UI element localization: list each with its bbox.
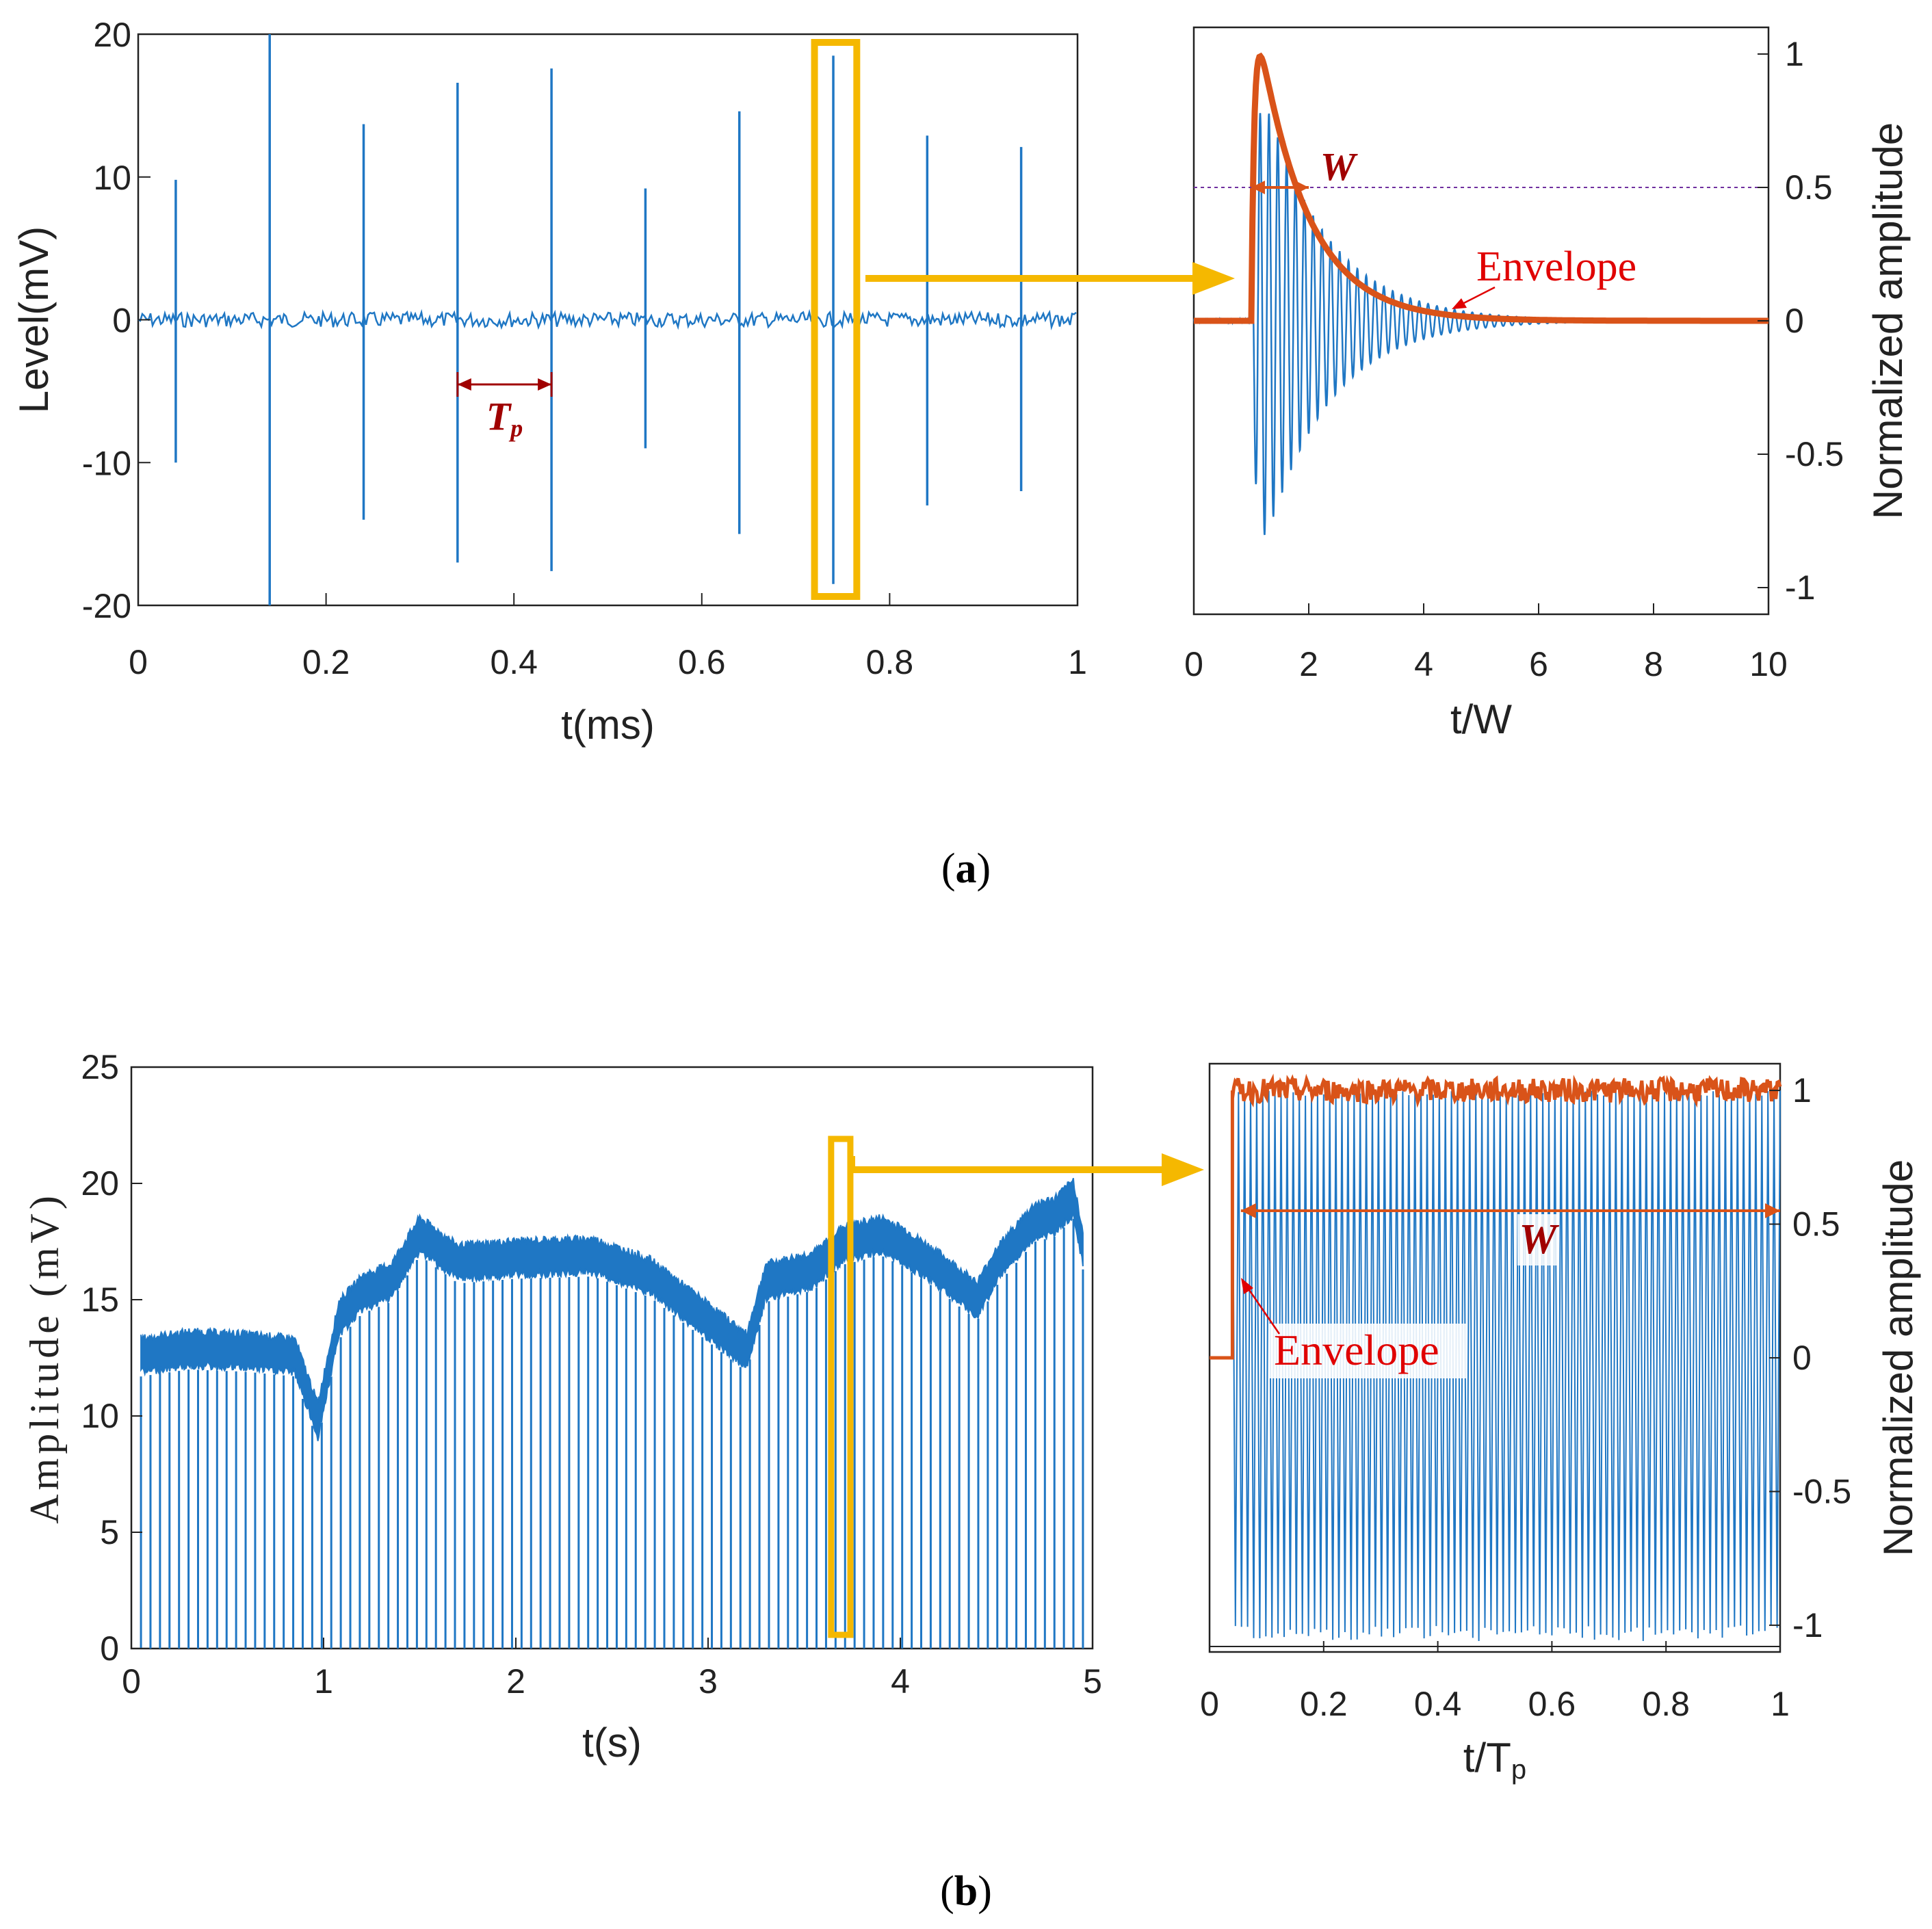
ytick-label: 0 (1792, 1339, 1812, 1377)
tp-subscript: p (508, 415, 523, 442)
ytick-label: 1 (1785, 35, 1804, 73)
b-left-xtick-label: 4 (891, 1662, 910, 1701)
a-left-xtick-label: 0 (129, 643, 148, 681)
chart-b-right: W Envelope -1 -0.5 0 0.5 1 0 0.2 0.4 0.6 0.8 1 t/Tp No… (1200, 1062, 1921, 1785)
b-left-xtick-label: 0 (122, 1662, 141, 1701)
tp-arrow-head-right (538, 378, 552, 391)
amplitude-envelope-band (140, 1178, 1084, 1441)
w-arrow-head-right (1765, 1203, 1780, 1218)
b-right-xtick-label: 0.4 (1414, 1685, 1462, 1723)
b-right-xtick-label: 0.8 (1642, 1685, 1690, 1723)
ytick-label: -1 (1792, 1606, 1823, 1644)
x-axis-label: t/Tp (1463, 1735, 1526, 1785)
ytick-label: 0 (100, 1629, 119, 1668)
envelope-curve (1210, 1073, 1782, 1360)
b-left-xtick-label: 2 (506, 1662, 525, 1701)
baseline-noise (138, 309, 1077, 330)
x-axis-label-subscript: p (1511, 1755, 1526, 1785)
y-axis-label: Normalized amplitude (1865, 122, 1911, 519)
x-axis-label: t(s) (582, 1720, 642, 1766)
w-label-background (1517, 1214, 1558, 1265)
panel-label-a-caption: (a) (941, 845, 991, 892)
ytick-label: 10 (93, 159, 131, 197)
b-right-xtick-label: 0 (1200, 1685, 1219, 1723)
ytick-label: -1 (1785, 568, 1815, 607)
a-right-xtick-label: 8 (1644, 645, 1663, 683)
ytick-label: 0 (1785, 302, 1804, 340)
a-left-xtick-label: 0.2 (302, 643, 350, 681)
b-left-xtick-label: 1 (314, 1662, 333, 1701)
y-axis-label: Normalized amplitude (1875, 1159, 1921, 1556)
ytick-label: -10 (82, 444, 131, 482)
envelope-label: Envelope (1476, 244, 1636, 290)
y-axis-label: Amplitude (mV) (22, 1192, 67, 1524)
zoom-arrow-a (865, 262, 1235, 295)
a-left-xtick-label: 0.8 (866, 643, 914, 681)
w-annotation-label: W (1519, 1216, 1559, 1263)
a-right-xtick-label: 2 (1299, 645, 1318, 683)
b-left-xtick-label: 5 (1083, 1662, 1102, 1701)
b-left-xtick-label: 3 (699, 1662, 718, 1701)
ytick-label: 20 (81, 1164, 119, 1203)
chart-a-left: -20 -10 0 10 20 0 0.2 0.4 0.6 0.8 1 t(ms) Level(mV) T… (11, 16, 1087, 748)
ytick-label: 1 (1792, 1071, 1812, 1110)
envelope-curve (1194, 52, 1768, 324)
a-left-xtick-label: 1 (1068, 643, 1087, 681)
a-right-xtick-label: 0 (1184, 645, 1203, 683)
x-axis-label: t/W (1450, 696, 1512, 742)
w-annotation-label: W (1320, 144, 1358, 189)
axes-frame (130, 1066, 1094, 1650)
w-arrow-head-left (1240, 1203, 1256, 1218)
w-arrow-head-right (1295, 181, 1309, 194)
ytick-label: 15 (81, 1281, 119, 1319)
x-axis-label: t(ms) (561, 702, 655, 748)
a-right-xtick-label: 10 (1749, 645, 1788, 683)
envelope-label-background (1269, 1324, 1467, 1378)
panel-label-a: a (956, 845, 977, 892)
b-right-xtick-label: 0.2 (1300, 1685, 1348, 1723)
highlight-box (828, 1136, 854, 1638)
zoom-arrow-b (848, 1153, 1204, 1186)
b-right-xtick-label: 0.6 (1528, 1685, 1576, 1723)
zoom-arrow-head (1192, 262, 1235, 295)
envelope-pointer-head (1241, 1278, 1253, 1294)
chart-b-left: 0 5 10 15 20 25 0 1 2 3 4 5 t(s) Amplitude (mV) (22, 1048, 1102, 1766)
ytick-label: 0 (112, 302, 131, 340)
oscillation-signal (1193, 113, 1768, 536)
w-arrow-head-left (1251, 181, 1265, 194)
a-right-xtick-label: 6 (1529, 645, 1548, 683)
panel-label-b-caption: (b) (940, 1868, 992, 1915)
ytick-label: 20 (93, 16, 131, 54)
panel-label-b: b (954, 1868, 978, 1915)
ytick-label: 5 (100, 1513, 119, 1551)
ytick-label: 10 (81, 1397, 119, 1435)
tp-arrow-head-left (457, 378, 471, 391)
envelope-label: Envelope (1274, 1326, 1439, 1374)
envelope-pointer-head (1452, 298, 1467, 309)
ytick-label: 0.5 (1785, 168, 1833, 207)
envelope-pointer-line (1245, 1285, 1281, 1335)
ytick-label: 0.5 (1792, 1205, 1840, 1244)
ytick-label: 25 (81, 1048, 119, 1086)
zoom-arrow-head (1162, 1153, 1204, 1186)
a-right-xtick-label: 4 (1414, 645, 1433, 683)
highlight-box (811, 39, 861, 600)
ytick-label: -0.5 (1792, 1472, 1851, 1510)
y-axis-label: Level(mV) (11, 226, 57, 413)
a-left-xtick-label: 0.4 (490, 643, 538, 681)
b-right-xtick-label: 1 (1771, 1685, 1790, 1723)
ytick-label: -20 (82, 587, 131, 625)
oscillation-signal (1210, 1090, 1781, 1642)
a-left-xtick-label: 0.6 (678, 643, 726, 681)
tp-annotation-label: Tp (486, 394, 523, 442)
ytick-label: -0.5 (1785, 435, 1844, 473)
